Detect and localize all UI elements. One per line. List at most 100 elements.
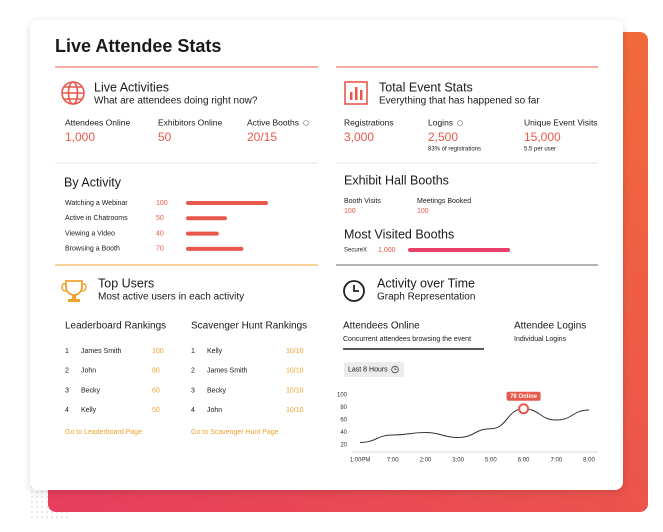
booth-value: 1,000	[378, 247, 396, 254]
activity-value: 40	[156, 230, 164, 237]
x-tick-label: 7:00	[550, 458, 562, 464]
rank: 4	[65, 407, 69, 414]
stat-value: 100	[344, 208, 356, 215]
user-score: 100	[152, 348, 164, 355]
y-tick-label: 80	[340, 405, 347, 411]
user-score: 10/10	[286, 387, 304, 394]
stat-value: 50	[158, 130, 172, 144]
rank: 2	[191, 368, 195, 375]
tab-title[interactable]: Attendee Logins	[514, 321, 586, 332]
user-score: 80	[152, 368, 160, 375]
activity-label: Browsing a Booth	[65, 246, 120, 253]
user-name: Becky	[81, 387, 101, 394]
section-title: By Activity	[64, 175, 122, 189]
activity-label: Watching a Webinar	[65, 200, 128, 207]
rankings-title: Leaderboard Rankings	[65, 321, 166, 332]
y-tick-label: 100	[337, 393, 348, 399]
user-score: 10/10	[286, 348, 304, 355]
rank: 1	[65, 348, 69, 355]
user-score: 60	[152, 387, 160, 394]
clock-glyph	[391, 365, 399, 374]
stat-value: 2,500	[428, 130, 458, 144]
range-label[interactable]: Last 8 Hours	[348, 366, 388, 373]
x-tick-label: 6:00	[518, 458, 530, 464]
section-subtitle: What are attendees doing right now?	[94, 96, 258, 107]
rank: 1	[191, 348, 195, 355]
globe-icon	[61, 81, 85, 105]
user-name: Kelly	[81, 407, 97, 414]
y-tick-label: 40	[340, 430, 347, 436]
stat-value: 100	[417, 208, 429, 215]
rank: 3	[65, 387, 69, 394]
stat-label: Registrations	[344, 117, 394, 127]
stat-value: 1,000	[65, 130, 95, 144]
rankings-title: Scavenger Hunt Rankings	[191, 321, 307, 332]
section-subtitle: Most active users in each activity	[98, 292, 244, 303]
x-tick-label: 7:00	[387, 458, 399, 464]
highlight-point	[518, 403, 530, 415]
stat-label: Active Booths	[247, 117, 299, 127]
stat-note: 83% of registrations	[428, 147, 481, 153]
stat-label: Exhibitors Online	[158, 117, 223, 127]
tab-title[interactable]: Attendees Online	[343, 321, 420, 332]
user-name: John	[81, 368, 96, 375]
rank: 4	[191, 407, 195, 414]
booth-bar	[408, 248, 510, 252]
x-tick-label: 5:00	[485, 458, 497, 464]
activity-bar	[186, 231, 219, 236]
user-name: Becky	[207, 387, 227, 394]
section-title: Most Visited Booths	[344, 227, 454, 241]
user-score: 10/10	[286, 407, 304, 414]
booth-label: SecureX	[344, 248, 367, 254]
stats-icon	[344, 81, 368, 105]
page-link[interactable]: Go to Scavenger Hunt Page	[191, 429, 279, 436]
tab-subtitle: Individual Logins	[514, 336, 567, 343]
page-title: Live Attendee Stats	[55, 36, 221, 56]
y-tick-label: 60	[340, 418, 347, 424]
user-score: 10/10	[286, 368, 304, 375]
user-name: James Smith	[81, 348, 122, 355]
stat-label: Booth Visits	[344, 198, 381, 205]
section-title: Live Activities	[94, 80, 169, 94]
rank: 2	[65, 368, 69, 375]
section-title: Top Users	[98, 276, 154, 290]
activity-value: 70	[156, 246, 164, 253]
section-title: Exhibit Hall Booths	[344, 173, 449, 187]
callout-label: 78 Online	[510, 394, 538, 400]
tab-subtitle: Concurrent attendees browsing the event	[343, 336, 471, 343]
stat-label: Logins	[428, 117, 453, 127]
rank: 3	[191, 387, 195, 394]
user-name: Kelly	[207, 348, 223, 355]
stat-label: Unique Event Visits	[524, 117, 598, 127]
section-title: Activity over Time	[377, 276, 475, 290]
section-title: Total Event Stats	[379, 80, 473, 94]
stat-value: 3,000	[344, 130, 374, 144]
user-name: John	[207, 407, 222, 414]
activity-value: 100	[156, 200, 168, 207]
activity-bar	[186, 201, 268, 205]
stat-label: Meetings Booked	[417, 198, 471, 205]
page-link[interactable]: Go to Leaderboard Page	[65, 429, 142, 436]
stat-value: 20/15	[247, 130, 277, 144]
section-subtitle: Graph Representation	[377, 292, 475, 303]
stat-note: 5.5 per user	[524, 147, 556, 153]
section-subtitle: Everything that has happened so far	[379, 96, 540, 107]
clock-icon	[343, 280, 365, 302]
activity-label: Active in Chatrooms	[65, 215, 128, 222]
user-name: James Smith	[207, 368, 248, 375]
x-tick-label: 1:00PM	[350, 458, 371, 464]
callout	[506, 391, 541, 401]
user-score: 50	[152, 407, 160, 414]
x-tick-label: 8:00	[583, 458, 595, 464]
activity-bar	[186, 246, 244, 251]
activity-line	[359, 408, 590, 443]
stat-label: Attendees Online	[65, 117, 130, 127]
x-tick-label: 3:00	[452, 458, 464, 464]
activity-bar	[186, 216, 227, 221]
activity-value: 50	[156, 215, 164, 222]
x-tick-label: 2:00	[420, 458, 432, 464]
range-button[interactable]	[344, 362, 404, 377]
stat-value: 15,000	[524, 130, 561, 144]
activity-label: Viewing a Video	[65, 230, 115, 237]
